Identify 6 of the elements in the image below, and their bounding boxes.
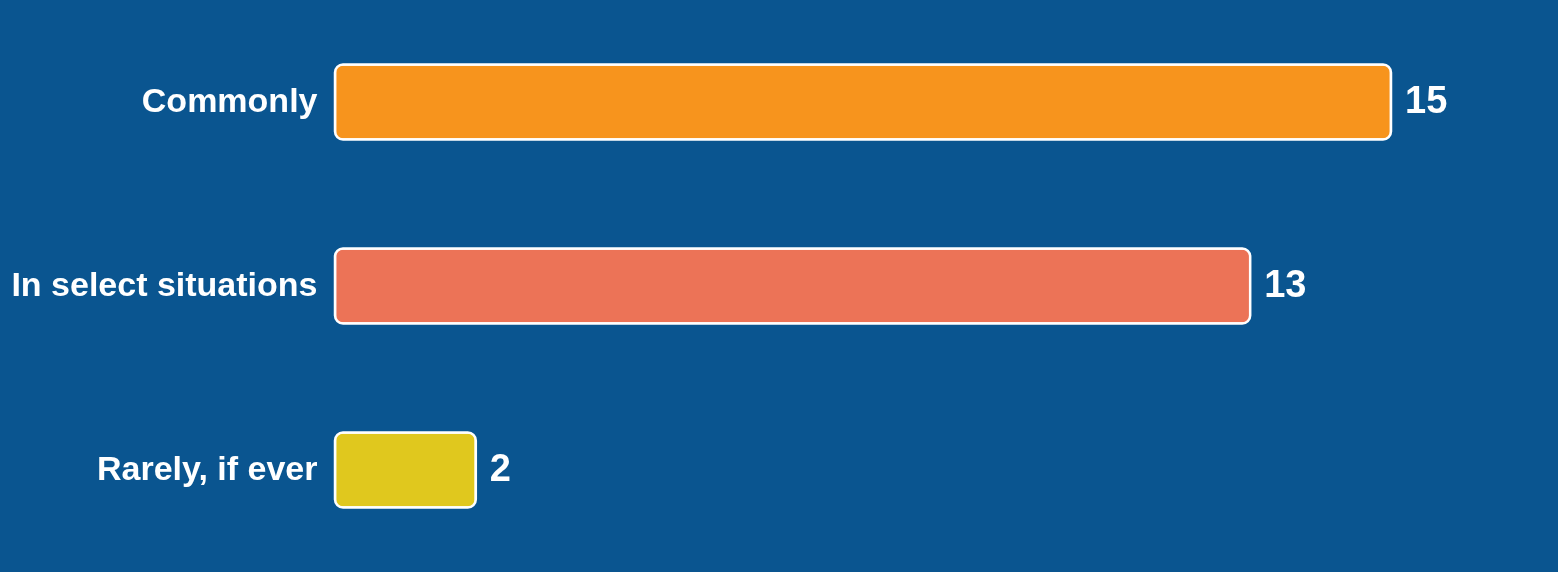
data-label: 15 — [1405, 79, 1448, 121]
y-tick-label: In select situations — [11, 265, 318, 303]
y-tick-label: Commonly — [141, 81, 318, 119]
data-label: 2 — [489, 447, 511, 489]
data-label: 13 — [1264, 263, 1307, 305]
y-tick-label: Rarely, if ever — [96, 449, 318, 487]
